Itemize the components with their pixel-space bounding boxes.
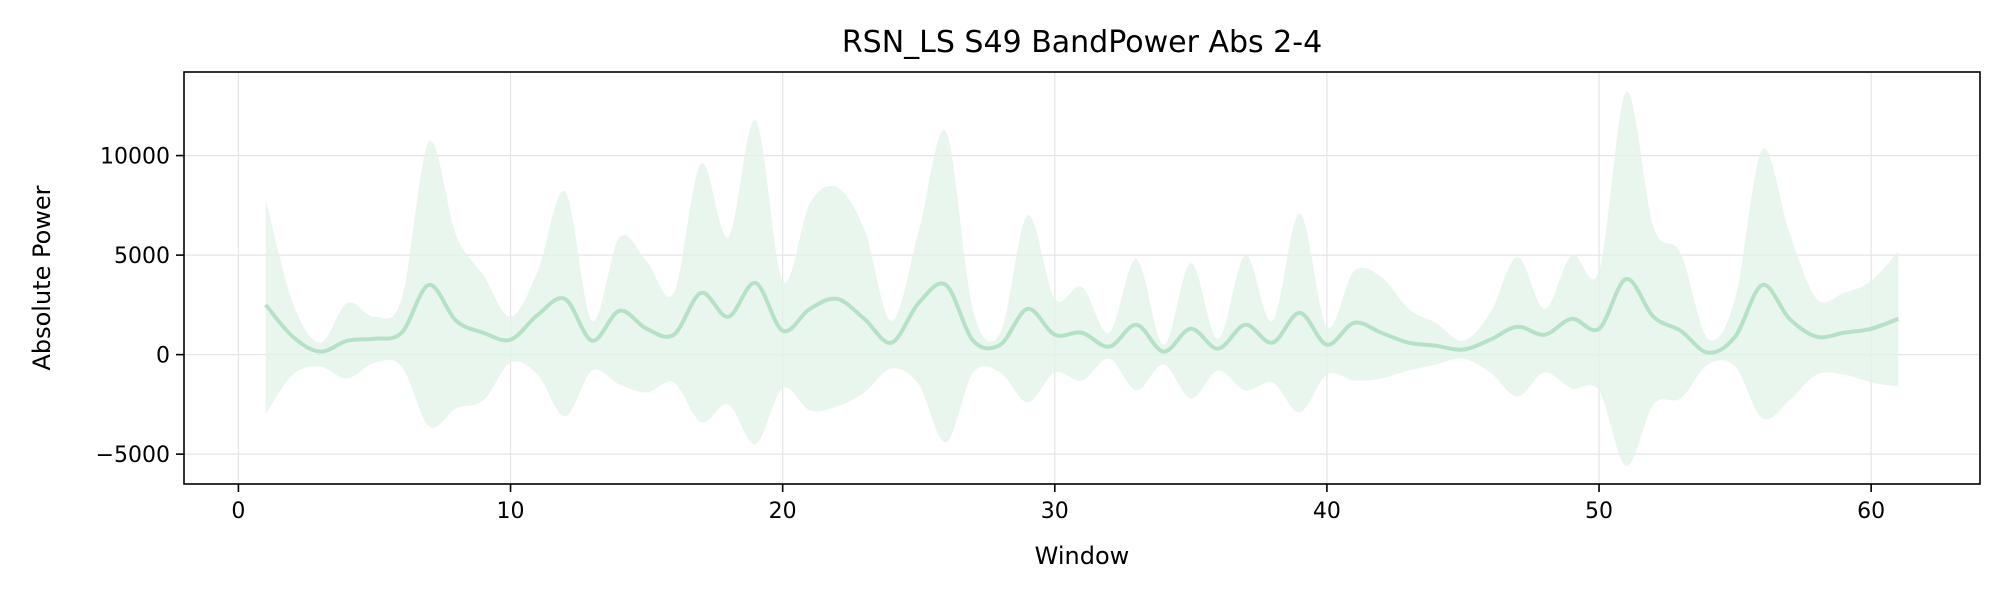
x-tick-label: 60 <box>1857 499 1885 524</box>
confidence-band <box>265 91 1899 467</box>
y-tick-label: −5000 <box>96 443 170 468</box>
series-line <box>264 276 1900 355</box>
x-tick-label: 30 <box>1041 499 1069 524</box>
chart-title: RSN_LS S49 BandPower Abs 2-4 <box>842 25 1322 60</box>
y-axis-label: Absolute Power <box>28 185 56 370</box>
axis-ticks: 0 10 20 30 40 50 60 −5000 0 5000 10000 <box>96 145 1886 524</box>
y-tick-label: 5000 <box>114 244 170 269</box>
x-tick-label: 20 <box>769 499 797 524</box>
x-tick-label: 50 <box>1585 499 1613 524</box>
x-tick-label: 40 <box>1313 499 1341 524</box>
x-tick-label: 10 <box>497 499 525 524</box>
x-tick-label: 0 <box>231 499 245 524</box>
x-axis-label: Window <box>1035 542 1130 570</box>
plot-frame <box>183 71 1981 485</box>
y-tick-label: 0 <box>156 344 170 369</box>
y-tick-label: 10000 <box>100 145 170 170</box>
